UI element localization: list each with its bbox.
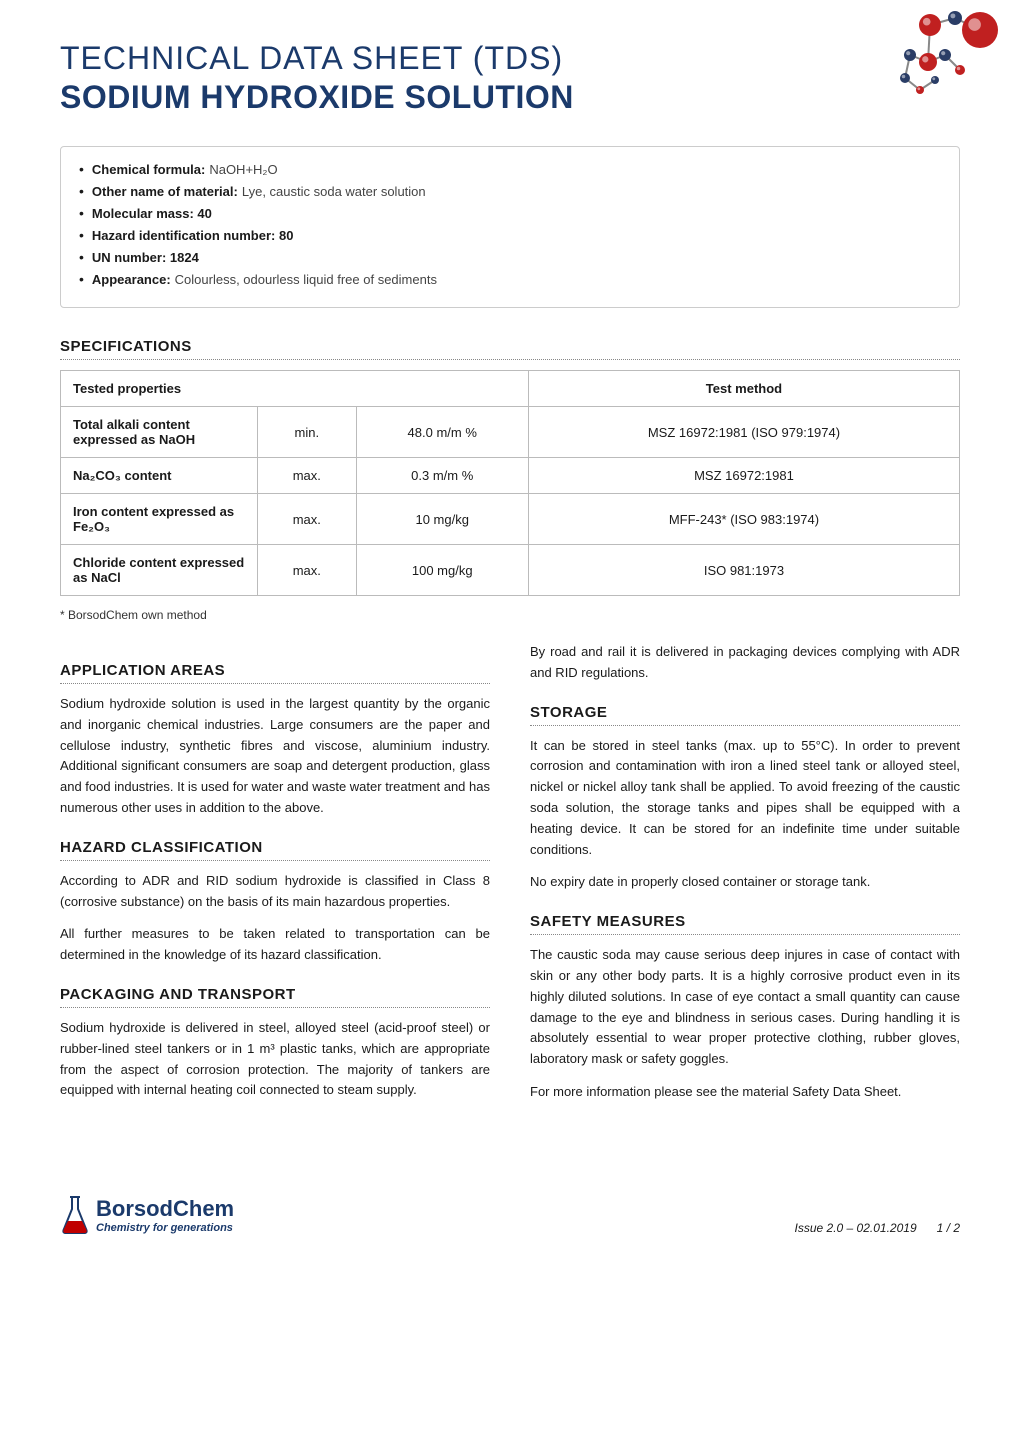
issue-info: Issue 2.0 – 02.01.2019 1 / 2 [795, 1221, 960, 1235]
title-line1: TECHNICAL DATA SHEET (TDS) [60, 40, 960, 77]
info-item: Molecular mass: 40 [79, 205, 941, 221]
table-row: Na₂CO₃ contentmax.0.3 m/m %MSZ 16972:198… [61, 458, 960, 494]
section-title: SAFETY MEASURES [530, 913, 960, 935]
logo-text: BorsodChem Chemistry for generations [96, 1196, 234, 1234]
spec-bound: max. [258, 458, 357, 494]
body-paragraph: No expiry date in properly closed contai… [530, 872, 960, 893]
spec-method: MSZ 16972:1981 [528, 458, 959, 494]
spec-header-method: Test method [528, 371, 959, 407]
table-row: Total alkali content expressed as NaOHmi… [61, 407, 960, 458]
info-value: Lye, caustic soda water solution [242, 184, 426, 199]
body-paragraph: Sodium hydroxide is delivered in steel, … [60, 1018, 490, 1101]
info-item: Chemical formula: NaOH+H₂O [79, 161, 941, 177]
info-value: Colourless, odourless liquid free of sed… [175, 272, 437, 287]
issue-text: Issue 2.0 – 02.01.2019 [795, 1221, 917, 1235]
two-column-layout: APPLICATION AREAS Sodium hydroxide soluti… [60, 642, 960, 1115]
spec-header-properties: Tested properties [61, 371, 529, 407]
footer: BorsodChem Chemistry for generations Iss… [60, 1195, 960, 1235]
section-title: PACKAGING AND TRANSPORT [60, 986, 490, 1008]
column-right: By road and rail it is delivered in pack… [530, 642, 960, 1115]
column-left: APPLICATION AREAS Sodium hydroxide soluti… [60, 642, 490, 1115]
spec-property: Na₂CO₃ content [61, 458, 258, 494]
table-row: Iron content expressed as Fe₂O₃max.10 mg… [61, 494, 960, 545]
info-label: Hazard identification number: 80 [92, 228, 294, 243]
spec-bound: max. [258, 494, 357, 545]
section-title: STORAGE [530, 704, 960, 726]
info-list: Chemical formula: NaOH+H₂O Other name of m… [79, 161, 941, 287]
info-item: Other name of material: Lye, caustic soda… [79, 183, 941, 199]
section-title: APPLICATION AREAS [60, 662, 490, 684]
specifications-table: Tested properties Test method Total alka… [60, 370, 960, 596]
spec-method: MFF-243* (ISO 983:1974) [528, 494, 959, 545]
spec-value: 48.0 m/m % [356, 407, 528, 458]
table-row: Chloride content expressed as NaClmax.10… [61, 545, 960, 596]
section-title-specifications: SPECIFICATIONS [60, 338, 960, 360]
title-line2: SODIUM HYDROXIDE SOLUTION [60, 79, 960, 116]
info-item: Appearance: Colourless, odourless liquid … [79, 271, 941, 287]
page-number: 1 / 2 [937, 1221, 960, 1235]
logo-tagline: Chemistry for generations [96, 1222, 234, 1234]
info-label: Molecular mass: 40 [92, 206, 212, 221]
info-label: Chemical formula: [92, 162, 205, 177]
body-paragraph: By road and rail it is delivered in pack… [530, 642, 960, 684]
body-paragraph: According to ADR and RID sodium hydroxid… [60, 871, 490, 913]
spec-value: 10 mg/kg [356, 494, 528, 545]
flask-icon [60, 1195, 90, 1235]
logo: BorsodChem Chemistry for generations [60, 1195, 234, 1235]
info-label: Appearance: [92, 272, 171, 287]
logo-name-post: Chem [173, 1196, 234, 1221]
logo-name: BorsodChem [96, 1196, 234, 1222]
spec-property: Total alkali content expressed as NaOH [61, 407, 258, 458]
info-item: Hazard identification number: 80 [79, 227, 941, 243]
body-paragraph: It can be stored in steel tanks (max. up… [530, 736, 960, 861]
spec-bound: max. [258, 545, 357, 596]
logo-name-pre: Borsod [96, 1196, 173, 1221]
section-title: HAZARD CLASSIFICATION [60, 839, 490, 861]
info-item: UN number: 1824 [79, 249, 941, 265]
spec-value: 0.3 m/m % [356, 458, 528, 494]
info-label: Other name of material: [92, 184, 238, 199]
spec-method: MSZ 16972:1981 (ISO 979:1974) [528, 407, 959, 458]
body-paragraph: Sodium hydroxide solution is used in the… [60, 694, 490, 819]
spec-bound: min. [258, 407, 357, 458]
body-paragraph: All further measures to be taken related… [60, 924, 490, 966]
spec-value: 100 mg/kg [356, 545, 528, 596]
document-header: TECHNICAL DATA SHEET (TDS) SODIUM HYDROX… [60, 40, 960, 116]
spec-footnote: * BorsodChem own method [60, 608, 960, 622]
body-paragraph: The caustic soda may cause serious deep … [530, 945, 960, 1070]
molecule-decor-icon [840, 0, 1020, 130]
info-value: NaOH+H₂O [209, 162, 277, 177]
spec-property: Iron content expressed as Fe₂O₃ [61, 494, 258, 545]
spec-property: Chloride content expressed as NaCl [61, 545, 258, 596]
info-label: UN number: 1824 [92, 250, 199, 265]
body-paragraph: For more information please see the mate… [530, 1082, 960, 1103]
info-box: Chemical formula: NaOH+H₂O Other name of m… [60, 146, 960, 308]
spec-method: ISO 981:1973 [528, 545, 959, 596]
